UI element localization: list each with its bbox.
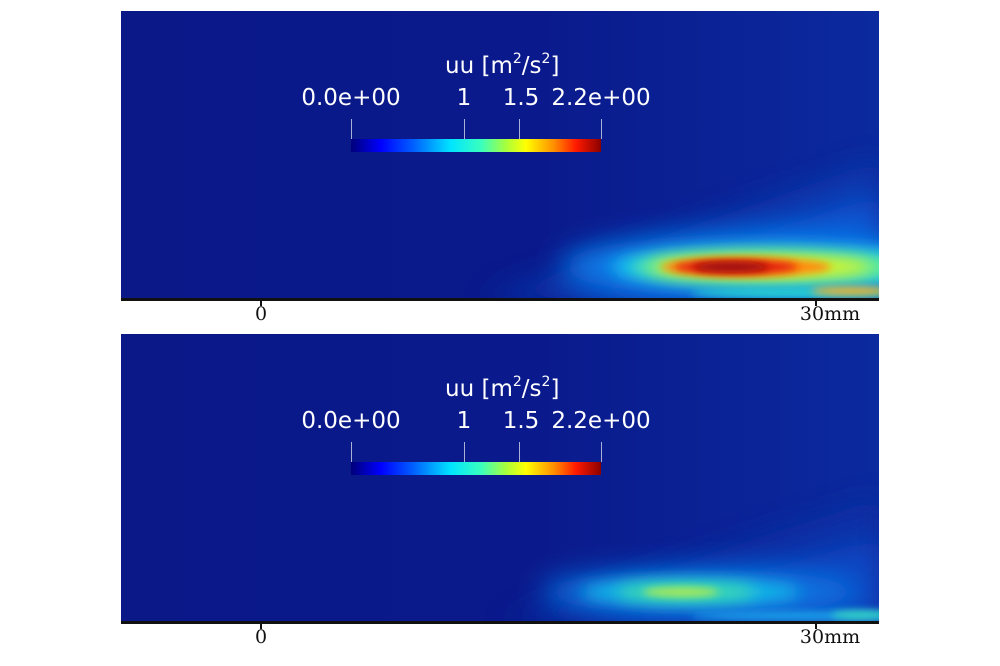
colorbar-gradient (351, 462, 601, 475)
scale-label-start: 0 (254, 303, 268, 325)
scale-label-start: 0 (254, 626, 268, 648)
contour-panel-top: uu [m2/s2] 0.0e+00 1 1.5 2.2e+00 (121, 11, 879, 299)
colorbar-tick (351, 119, 352, 139)
scale-label-end: 30mm (799, 626, 861, 648)
colorbar-label-max: 2.2e+00 (551, 85, 651, 111)
velocity-field-plot-top (121, 11, 879, 299)
colorbar-label-1-5: 1.5 (502, 85, 540, 111)
scale-tick-start (260, 298, 262, 306)
colorbar-label-1-5: 1.5 (502, 408, 540, 434)
wall-line-top (121, 298, 879, 301)
colorbar-gradient (351, 139, 601, 152)
colorbar-tick (601, 119, 602, 139)
colorbar-bottom: uu [m2/s2] 0.0e+00 1 1.5 2.2e+00 (121, 334, 879, 622)
scale-bar-bottom: 0 30mm (0, 621, 1000, 648)
contour-panel-bottom: uu [m2/s2] 0.0e+00 1 1.5 2.2e+00 (121, 334, 879, 622)
colorbar-tick (601, 442, 602, 462)
colorbar-label-min: 0.0e+00 (301, 85, 401, 111)
colorbar-title: uu [m2/s2] (445, 374, 560, 402)
wall-line-bottom (121, 621, 879, 624)
scale-tick-end (815, 298, 817, 306)
colorbar-top: uu [m2/s2] 0.0e+00 1 1.5 2.2e+00 (121, 11, 879, 299)
scale-tick-end (815, 621, 817, 629)
colorbar-title: uu [m2/s2] (445, 51, 560, 79)
colorbar-tick (464, 119, 465, 139)
colorbar-label-max: 2.2e+00 (551, 408, 651, 434)
colorbar-tick (519, 442, 520, 462)
velocity-field-plot-bottom (121, 334, 879, 622)
colorbar-label-min: 0.0e+00 (301, 408, 401, 434)
colorbar-label-1: 1 (456, 85, 472, 111)
colorbar-label-1: 1 (456, 408, 472, 434)
colorbar-tick (351, 442, 352, 462)
colorbar-tick (464, 442, 465, 462)
scale-tick-start (260, 621, 262, 629)
scale-label-end: 30mm (799, 303, 861, 325)
colorbar-tick (519, 119, 520, 139)
scale-bar-top: 0 30mm (0, 298, 1000, 325)
